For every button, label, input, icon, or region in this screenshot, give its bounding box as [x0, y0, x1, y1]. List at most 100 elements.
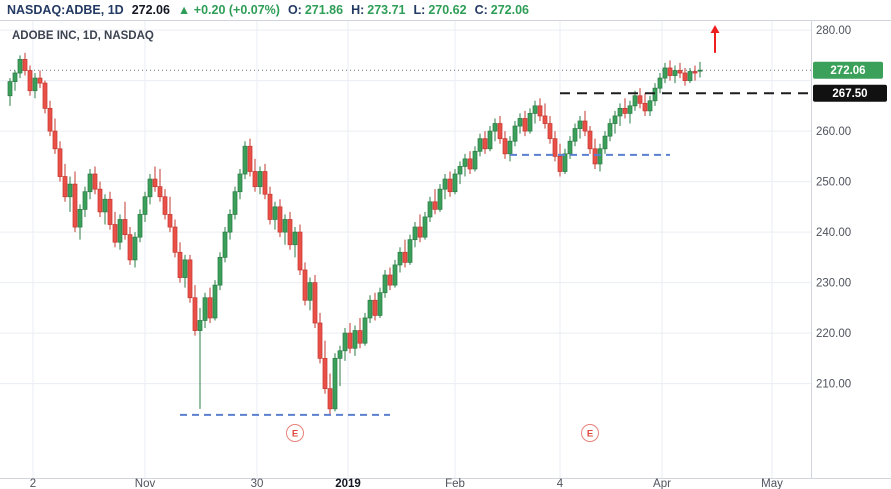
candle[interactable]: [657, 73, 663, 94]
candle[interactable]: [242, 141, 248, 180]
candle[interactable]: [637, 88, 643, 109]
candle[interactable]: [682, 67, 688, 86]
candle[interactable]: [577, 115, 583, 139]
candle[interactable]: [7, 78, 13, 106]
candle[interactable]: [172, 219, 178, 258]
candle[interactable]: [67, 176, 73, 212]
candle[interactable]: [142, 191, 148, 222]
candle[interactable]: [317, 312, 323, 364]
candle[interactable]: [267, 186, 273, 225]
candle[interactable]: [217, 252, 223, 291]
candle[interactable]: [207, 287, 213, 323]
candle[interactable]: [212, 280, 218, 321]
candle[interactable]: [452, 168, 458, 195]
candle[interactable]: [17, 55, 23, 79]
candle[interactable]: [192, 285, 198, 336]
candle[interactable]: [352, 325, 358, 356]
candle[interactable]: [312, 275, 318, 329]
candle[interactable]: [82, 186, 88, 217]
candle[interactable]: [37, 70, 43, 89]
candle[interactable]: [97, 181, 103, 217]
candle[interactable]: [117, 214, 123, 250]
candle[interactable]: [522, 110, 528, 137]
candle[interactable]: [597, 143, 603, 172]
candle[interactable]: [202, 292, 208, 329]
candle[interactable]: [587, 126, 593, 154]
candle[interactable]: [247, 138, 253, 177]
candle[interactable]: [392, 259, 398, 288]
candle[interactable]: [477, 133, 483, 157]
candle[interactable]: [87, 168, 93, 200]
candle[interactable]: [252, 158, 258, 192]
candle[interactable]: [612, 110, 618, 134]
candle[interactable]: [262, 163, 268, 200]
candle[interactable]: [607, 118, 613, 142]
candle[interactable]: [407, 234, 413, 265]
candle[interactable]: [507, 136, 513, 162]
candle[interactable]: [447, 171, 453, 197]
candle[interactable]: [47, 100, 53, 137]
candle[interactable]: [272, 201, 278, 230]
earnings-marker[interactable]: E: [581, 424, 599, 442]
candle[interactable]: [562, 148, 568, 175]
candle[interactable]: [77, 204, 83, 240]
candle[interactable]: [152, 166, 158, 192]
candle[interactable]: [167, 196, 173, 233]
candle[interactable]: [652, 83, 658, 106]
candle[interactable]: [257, 166, 263, 195]
candle[interactable]: [62, 163, 68, 202]
candle[interactable]: [617, 103, 623, 127]
candle[interactable]: [92, 166, 98, 195]
candle[interactable]: [417, 214, 423, 243]
candle[interactable]: [532, 100, 538, 124]
candle[interactable]: [462, 153, 468, 177]
candle[interactable]: [397, 247, 403, 273]
candle[interactable]: [572, 123, 578, 147]
candle[interactable]: [432, 189, 438, 215]
candle[interactable]: [197, 307, 203, 409]
candle[interactable]: [622, 98, 628, 119]
chart-area[interactable]: ADOBE INC, 1D, NASDAQ E E 280.00 260.00 250.…: [0, 20, 891, 489]
candle[interactable]: [497, 115, 503, 144]
candle[interactable]: [422, 211, 428, 240]
candle[interactable]: [337, 345, 343, 387]
candle[interactable]: [377, 287, 383, 318]
candle[interactable]: [537, 98, 543, 121]
candle[interactable]: [372, 292, 378, 321]
candle[interactable]: [107, 191, 113, 230]
candle[interactable]: [482, 131, 488, 154]
price-axis[interactable]: 280.00 260.00 250.00 240.00 230.00 220.00 210.…: [816, 25, 851, 391]
candle[interactable]: [232, 186, 238, 220]
candle[interactable]: [112, 211, 118, 248]
candle[interactable]: [27, 65, 33, 96]
earnings-marker[interactable]: E: [286, 424, 304, 442]
candle[interactable]: [402, 239, 408, 268]
candle[interactable]: [307, 277, 313, 311]
candle[interactable]: [322, 340, 328, 394]
candle[interactable]: [457, 161, 463, 185]
candle[interactable]: [627, 100, 633, 124]
candle[interactable]: [697, 61, 703, 78]
candle[interactable]: [122, 201, 128, 240]
candle[interactable]: [492, 118, 498, 142]
candle[interactable]: [602, 131, 608, 154]
chart-legend[interactable]: ADOBE INC, 1D, NASDAQ: [12, 30, 154, 42]
candle[interactable]: [687, 67, 693, 84]
candle[interactable]: [362, 312, 368, 346]
candle[interactable]: [517, 113, 523, 134]
candle[interactable]: [592, 138, 598, 169]
candle[interactable]: [692, 65, 698, 81]
candle[interactable]: [667, 60, 673, 81]
candle[interactable]: [542, 103, 548, 129]
candle[interactable]: [282, 214, 288, 245]
candle[interactable]: [132, 232, 138, 268]
price-chart[interactable]: E E 280.00 260.00 250.00 240.00 230.00 220.00 21…: [0, 20, 891, 489]
candle[interactable]: [677, 62, 683, 79]
candle[interactable]: [57, 141, 63, 182]
candle[interactable]: [582, 110, 588, 137]
candle[interactable]: [182, 254, 188, 288]
candle[interactable]: [32, 73, 38, 99]
candle[interactable]: [437, 184, 443, 212]
candle[interactable]: [347, 323, 353, 354]
candle[interactable]: [237, 168, 243, 200]
